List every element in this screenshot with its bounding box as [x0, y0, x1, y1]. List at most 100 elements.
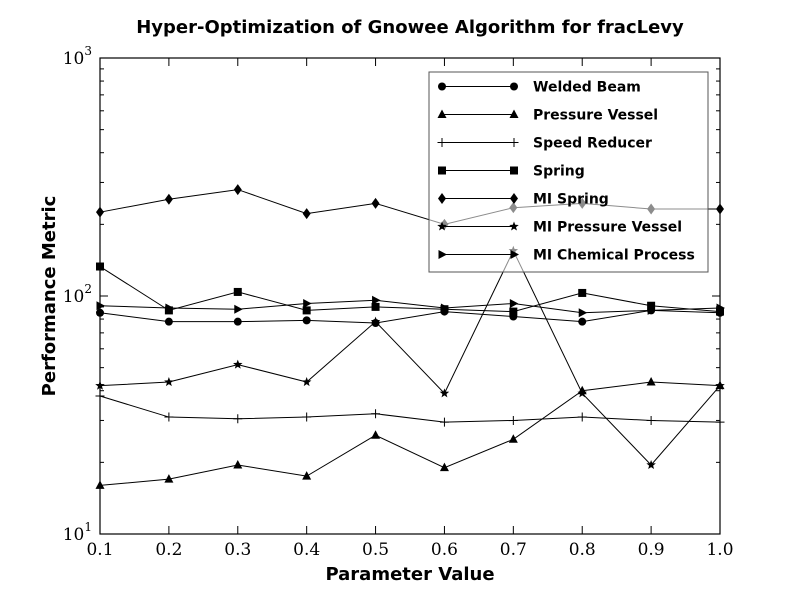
legend-label: MI Spring: [533, 192, 609, 208]
series-line: [99, 395, 721, 423]
data-point: [578, 308, 588, 318]
data-point: [164, 317, 173, 326]
data-point: [439, 417, 449, 427]
data-point: [164, 474, 174, 483]
data-point: [164, 412, 174, 422]
data-point: [95, 480, 105, 489]
legend-label: MI Pressure Vessel: [533, 220, 682, 236]
data-point: [716, 303, 725, 313]
data-point: [302, 412, 312, 422]
data-point: [233, 287, 242, 296]
legend-label: Speed Reducer: [533, 136, 652, 152]
data-point: [234, 304, 243, 314]
data-point: [440, 303, 450, 313]
data-point: [716, 307, 724, 316]
data-point: [233, 317, 242, 326]
data-point: [233, 459, 243, 469]
y-tick-exp: 1: [84, 520, 92, 534]
x-tick-label: 0.2: [155, 540, 182, 560]
series-line: [99, 266, 721, 313]
data-point: [508, 415, 518, 425]
legend-item: Pressure Vessel: [437, 108, 658, 124]
data-point: [371, 302, 380, 311]
legend-item: Spring: [438, 164, 585, 180]
legend-marker: [438, 82, 446, 91]
series-pressure-vessel: [95, 377, 725, 489]
y-tick-label: 101: [63, 520, 92, 545]
data-point: [509, 307, 518, 316]
legend-marker: [510, 166, 518, 175]
legend-marker: [509, 109, 519, 118]
legend-marker: [509, 221, 519, 231]
x-axis: 0.1 0.2 0.3 0.4 0.5 0.6 0.7 0.8 0.9 1.0: [86, 58, 734, 560]
legend-marker: [510, 250, 519, 259]
x-tick-label: 0.9: [638, 540, 665, 560]
series-line: [99, 309, 721, 324]
legend-marker: [437, 109, 447, 118]
data-point: [303, 299, 312, 309]
x-tick-label: 0.5: [362, 540, 389, 560]
data-point: [233, 184, 242, 196]
y-tick-exp: 2: [84, 282, 92, 296]
series-welded-beam: [96, 306, 724, 328]
data-point: [95, 380, 105, 390]
y-tick-label: 102: [63, 282, 92, 307]
x-tick-label: 0.4: [293, 540, 320, 560]
series-mi-pressure-vessel: [95, 245, 725, 470]
x-tick-label: 0.7: [500, 540, 527, 560]
y-tick-base: 10: [63, 49, 85, 69]
legend-marker: [510, 193, 518, 204]
data-point: [439, 388, 450, 398]
data-point: [95, 391, 105, 401]
data-point: [372, 295, 381, 305]
data-point: [715, 417, 725, 427]
data-point: [371, 430, 381, 439]
data-point: [233, 359, 243, 369]
legend-item: Speed Reducer: [437, 136, 652, 152]
chart-title: Hyper-Optimization of Gnowee Algorithm f…: [136, 17, 684, 38]
data-point: [96, 308, 104, 317]
x-tick-label: 0.6: [431, 540, 458, 560]
data-point: [371, 409, 381, 419]
legend-marker: [510, 82, 518, 91]
x-tick-label: 0.8: [569, 540, 596, 560]
data-point: [233, 414, 243, 424]
legend-marker: [438, 193, 446, 204]
data-point: [577, 388, 587, 398]
legend-label: MI Chemical Process: [533, 248, 695, 264]
data-point: [302, 208, 311, 220]
y-tick-base: 10: [63, 287, 85, 307]
data-point: [96, 301, 105, 311]
legend-item: MI Chemical Process: [438, 248, 695, 264]
data-point: [577, 412, 587, 422]
data-point: [509, 299, 519, 309]
legend-label: Pressure Vessel: [533, 108, 658, 124]
data-point: [439, 462, 449, 472]
data-point: [646, 459, 656, 470]
series-line: [99, 249, 721, 466]
series-line: [99, 299, 721, 314]
data-point: [302, 471, 312, 480]
data-point: [646, 377, 656, 386]
legend-box: [428, 71, 709, 273]
legend-label: Spring: [533, 164, 585, 180]
legend-label: Welded Beam: [533, 80, 641, 96]
data-point: [164, 193, 173, 205]
series-mi-chemical-process: [96, 295, 725, 318]
data-point: [165, 303, 174, 313]
legend-item: MI Spring: [438, 192, 609, 208]
data-point: [370, 316, 381, 326]
legend-item: Welded Beam: [438, 80, 641, 96]
legend-marker: [437, 138, 447, 147]
y-axis-label: Performance Metric: [39, 196, 60, 397]
data-point: [578, 288, 587, 297]
data-point: [647, 305, 657, 315]
data-point: [96, 262, 104, 271]
data-point: [715, 380, 725, 390]
legend-marker: [509, 138, 519, 147]
x-tick-label: 1.0: [706, 540, 733, 560]
series-speed-reducer: [95, 391, 725, 427]
legend-marker: [438, 250, 447, 259]
legend-marker: [437, 221, 447, 231]
